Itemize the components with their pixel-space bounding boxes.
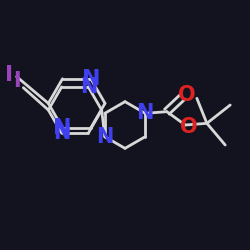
Text: I: I bbox=[13, 71, 20, 91]
Text: N: N bbox=[82, 69, 100, 89]
Text: N: N bbox=[53, 123, 70, 143]
Text: N: N bbox=[53, 118, 72, 138]
Text: O: O bbox=[178, 85, 196, 105]
Text: N: N bbox=[136, 103, 154, 123]
Text: I: I bbox=[5, 65, 14, 85]
Text: N: N bbox=[96, 127, 114, 147]
Text: N: N bbox=[80, 77, 97, 97]
Text: O: O bbox=[180, 117, 198, 137]
